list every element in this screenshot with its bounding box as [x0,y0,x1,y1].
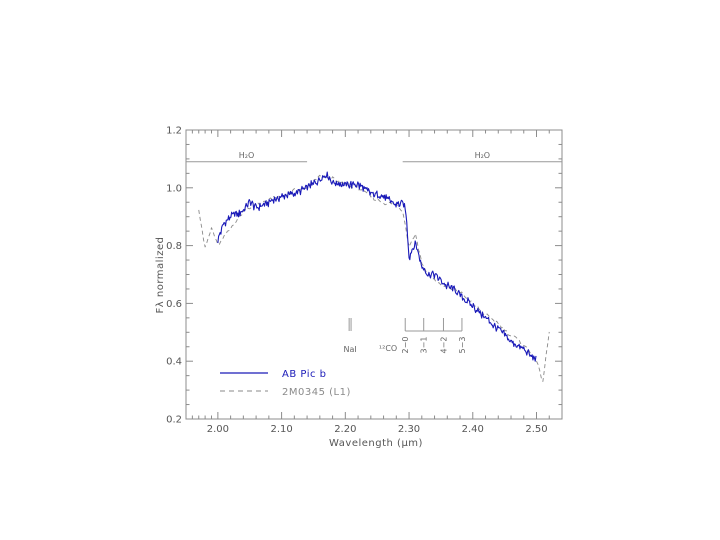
co-band-label: 2−0 [401,337,410,354]
x-tick-label: 2.10 [270,424,292,435]
y-tick-label: 0.4 [166,357,182,368]
nai-label: NaI [343,345,356,354]
legend-label-ab-pic-b: AB Pic b [282,369,327,380]
series-2m0345-line [198,174,550,382]
x-tick-label: 2.40 [462,424,484,435]
y-tick-label: 1.2 [166,126,182,137]
y-tick-label: 1.0 [166,183,182,194]
co-band-label: 4−2 [439,337,448,354]
x-tick-label: 2.00 [207,424,229,435]
x-axis-label: Wavelength (μm) [329,438,423,449]
legend: AB Pic b 2M0345 (L1) [220,369,351,398]
co-band-label: 3−1 [420,337,429,354]
h2o-left-label: H₂O [239,151,255,160]
co-band-label: 5−3 [458,337,467,354]
y-axis-label: Fλ normalized [155,237,166,314]
y-tick-label: 0.2 [166,415,182,426]
x-tick-label: 2.20 [334,424,356,435]
x-tick-label: 2.50 [525,424,547,435]
x-axis: 2.00 2.10 2.20 2.30 2.40 2.50 [191,130,550,435]
h2o-right-label: H₂O [475,151,491,160]
x-tick-label: 2.30 [398,424,420,435]
y-tick-label: 0.8 [166,241,182,252]
plot-frame [185,129,563,420]
y-tick-label: 0.6 [166,299,182,310]
legend-label-2m0345: 2M0345 (L1) [282,387,351,398]
series-ab-pic-b-line [217,171,537,362]
co-label: ¹²CO [379,344,397,353]
annotation-layer: H₂O H₂O NaI 2−0 3−1 4−2 5−3 ¹²CO [186,151,562,354]
y-axis: 0.2 0.4 0.6 0.8 1.0 1.2 [166,126,562,426]
plot-border [185,129,563,420]
series-layer [198,171,550,382]
